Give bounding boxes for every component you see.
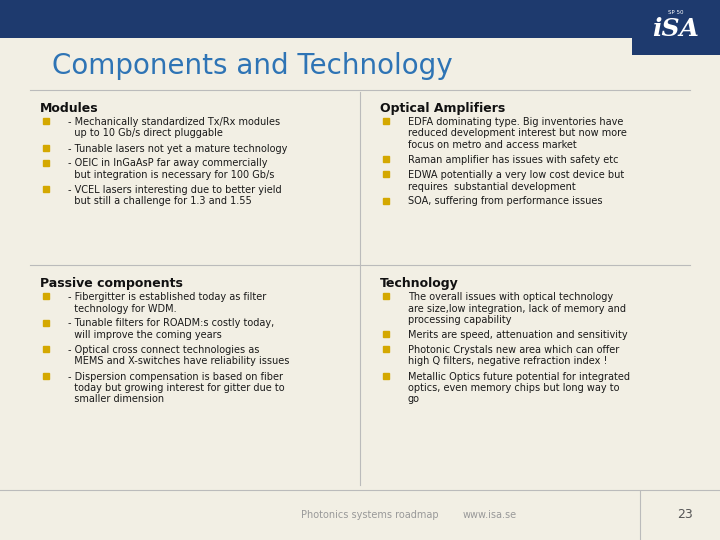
Text: Photonics systems roadmap: Photonics systems roadmap <box>301 510 438 520</box>
Text: Optical Amplifiers: Optical Amplifiers <box>380 102 505 115</box>
Text: 23: 23 <box>677 509 693 522</box>
Text: Photonic Crystals new area which can offer: Photonic Crystals new area which can off… <box>408 345 619 355</box>
Text: SOA, suffering from performance issues: SOA, suffering from performance issues <box>408 197 603 206</box>
Text: high Q filters, negative refraction index !: high Q filters, negative refraction inde… <box>408 356 608 367</box>
Text: Modules: Modules <box>40 102 99 115</box>
Text: Raman amplifier has issues with safety etc: Raman amplifier has issues with safety e… <box>408 155 618 165</box>
Bar <box>0 0 720 38</box>
Text: - Fibergitter is established today as filter: - Fibergitter is established today as fi… <box>68 292 266 302</box>
Text: The overall issues with optical technology: The overall issues with optical technolo… <box>408 292 613 302</box>
Text: reduced development interest but now more: reduced development interest but now mor… <box>408 129 627 138</box>
Text: - Optical cross connect technologies as: - Optical cross connect technologies as <box>68 345 259 355</box>
Text: go: go <box>408 395 420 404</box>
Text: - OEIC in InGaAsP far away commercially: - OEIC in InGaAsP far away commercially <box>68 159 268 168</box>
Text: - Mechanically standardized Tx/Rx modules: - Mechanically standardized Tx/Rx module… <box>68 117 280 127</box>
Text: Components and Technology: Components and Technology <box>52 52 453 80</box>
Text: smaller dimension: smaller dimension <box>68 395 164 404</box>
Text: focus on metro and access market: focus on metro and access market <box>408 140 577 150</box>
Text: today but growing interest for gitter due to: today but growing interest for gitter du… <box>68 383 284 393</box>
Text: - Tunable filters for ROADM:s costly today,: - Tunable filters for ROADM:s costly tod… <box>68 319 274 328</box>
Text: but integration is necessary for 100 Gb/s: but integration is necessary for 100 Gb/… <box>68 170 274 180</box>
Text: up to 10 Gb/s direct pluggable: up to 10 Gb/s direct pluggable <box>68 129 223 138</box>
Text: www.isa.se: www.isa.se <box>463 510 517 520</box>
Bar <box>632 0 720 55</box>
Text: iSA: iSA <box>652 17 699 42</box>
Text: optics, even memory chips but long way to: optics, even memory chips but long way t… <box>408 383 619 393</box>
Text: requires  substantial development: requires substantial development <box>408 181 576 192</box>
Text: Metallic Optics future potential for integrated: Metallic Optics future potential for int… <box>408 372 630 381</box>
Text: EDWA potentially a very low cost device but: EDWA potentially a very low cost device … <box>408 170 624 180</box>
Text: but still a challenge for 1.3 and 1.55: but still a challenge for 1.3 and 1.55 <box>68 197 252 206</box>
Text: - VCEL lasers interesting due to better yield: - VCEL lasers interesting due to better … <box>68 185 282 195</box>
Text: will improve the coming years: will improve the coming years <box>68 330 222 340</box>
Text: Technology: Technology <box>380 277 459 290</box>
Text: Passive components: Passive components <box>40 277 183 290</box>
Text: Merits are speed, attenuation and sensitivity: Merits are speed, attenuation and sensit… <box>408 330 628 340</box>
Text: - Tunable lasers not yet a mature technology: - Tunable lasers not yet a mature techno… <box>68 144 287 153</box>
Text: technology for WDM.: technology for WDM. <box>68 303 176 314</box>
Text: EDFA dominating type. Big inventories have: EDFA dominating type. Big inventories ha… <box>408 117 624 127</box>
Text: processing capability: processing capability <box>408 315 511 325</box>
Text: SP 50: SP 50 <box>668 10 684 15</box>
Text: MEMS and X-switches have reliability issues: MEMS and X-switches have reliability iss… <box>68 356 289 367</box>
Text: - Dispersion compensation is based on fiber: - Dispersion compensation is based on fi… <box>68 372 283 381</box>
Text: are size,low integration, lack of memory and: are size,low integration, lack of memory… <box>408 303 626 314</box>
